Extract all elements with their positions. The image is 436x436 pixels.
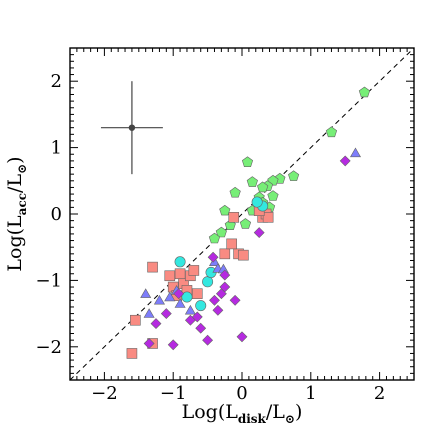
diamond-marker — [191, 311, 203, 323]
circle-marker — [251, 196, 263, 208]
circle-marker — [202, 276, 214, 288]
tick-labels-layer: −2 −1 0 1 2 −2 −1 0 1 2 — [35, 71, 385, 404]
y-tick-label: 1 — [51, 138, 62, 159]
pentagon-marker — [325, 126, 338, 138]
diamond-marker — [219, 281, 231, 293]
triangle-marker — [184, 304, 196, 315]
diamond-marker — [339, 155, 351, 167]
square-marker — [228, 212, 240, 223]
pentagon-marker — [257, 181, 269, 193]
square-marker — [147, 261, 158, 273]
diamond-marker — [236, 331, 248, 343]
pentagon-marker — [229, 186, 241, 198]
pentagon-marker — [246, 176, 258, 187]
square-marker — [191, 288, 203, 299]
x-tick-label: 0 — [236, 383, 247, 404]
pentagon-marker — [219, 204, 231, 216]
diamond-marker — [195, 322, 207, 334]
diamond-marker — [209, 294, 220, 306]
x-tick-label: 1 — [305, 383, 316, 404]
square-marker — [226, 238, 237, 250]
diamond-marker — [150, 318, 162, 330]
pentagon-marker — [267, 190, 279, 201]
y-tick-label: −2 — [35, 337, 62, 358]
diamond-marker — [207, 251, 219, 263]
x-axis-label: Log(Ldisk/L⊙) — [182, 401, 303, 426]
pentagon-marker — [358, 86, 371, 98]
diamond-marker — [167, 339, 179, 351]
x-tick-label: −1 — [160, 383, 187, 404]
data-points-layer — [126, 86, 371, 359]
square-marker — [126, 348, 138, 359]
diamond-marker — [229, 294, 241, 306]
x-tick-label: 2 — [374, 383, 385, 404]
square-marker — [262, 212, 274, 223]
diamond-marker — [202, 334, 214, 346]
x-tick-label: −2 — [91, 383, 118, 404]
triangle-marker — [153, 294, 166, 305]
triangle-marker — [349, 147, 362, 158]
diamond-marker — [173, 288, 185, 300]
square-marker — [130, 314, 141, 326]
diamond-marker — [253, 227, 265, 239]
diamond-marker — [219, 269, 231, 281]
y-tick-label: 2 — [51, 71, 62, 92]
pentagon-marker — [241, 156, 254, 167]
triangle-marker — [140, 288, 152, 298]
error-bar-layer — [100, 81, 163, 175]
diamond-marker — [160, 308, 172, 320]
pentagon-marker — [208, 232, 221, 244]
y-axis-label: Log(Lacc/L⊙) — [4, 156, 29, 271]
triangle-marker — [143, 308, 155, 318]
circle-marker — [174, 256, 186, 268]
square-marker — [188, 265, 200, 276]
pentagon-marker — [239, 218, 252, 229]
reference-line — [69, 47, 415, 381]
square-marker — [174, 268, 186, 280]
pentagon-marker — [288, 170, 300, 181]
diamond-marker — [143, 338, 155, 349]
plot-frame — [69, 47, 415, 381]
square-marker — [238, 249, 249, 261]
circle-marker — [195, 300, 207, 312]
triangle-marker — [164, 291, 176, 302]
error-bar-center — [128, 124, 136, 131]
y-tick-label: 0 — [51, 204, 62, 225]
diamond-marker — [212, 304, 224, 316]
square-marker — [164, 270, 176, 282]
pentagon-marker — [215, 226, 227, 238]
triangle-marker — [174, 298, 186, 308]
y-tick-label: −1 — [35, 270, 62, 291]
circle-marker — [181, 291, 193, 303]
square-marker — [219, 248, 231, 260]
reference-line-layer — [69, 47, 415, 381]
